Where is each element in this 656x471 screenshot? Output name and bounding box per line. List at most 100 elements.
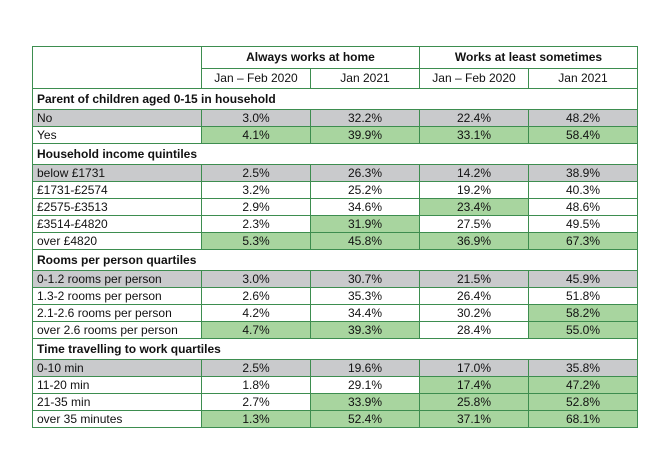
header-group-row: Always works at home Works at least some… xyxy=(32,46,638,89)
value-cell: 34.6% xyxy=(310,198,420,216)
value-cell: 22.4% xyxy=(419,109,529,127)
table-row: 21-35 min 2.7% 33.9% 25.8% 52.8% xyxy=(32,393,638,411)
value-cell: 2.7% xyxy=(201,393,311,411)
row-label: Yes xyxy=(32,126,202,144)
value-cell: 2.6% xyxy=(201,287,311,305)
value-cell: 3.2% xyxy=(201,181,311,199)
value-cell: 33.1% xyxy=(419,126,529,144)
value-cell: 2.9% xyxy=(201,198,311,216)
table-row: over £4820 5.3% 45.8% 36.9% 67.3% xyxy=(32,232,638,250)
value-cell: 45.8% xyxy=(310,232,420,250)
value-cell: 3.0% xyxy=(201,109,311,127)
row-label: 11-20 min xyxy=(32,376,202,394)
row-label: £3514-£4820 xyxy=(32,215,202,233)
value-cell: 26.3% xyxy=(310,164,420,182)
value-cell: 2.3% xyxy=(201,215,311,233)
section-header-row: Time travelling to work quartiles xyxy=(32,338,638,360)
table-row: £3514-£4820 2.3% 31.9% 27.5% 49.5% xyxy=(32,215,638,233)
value-cell: 32.2% xyxy=(310,109,420,127)
section-title: Household income quintiles xyxy=(32,143,638,165)
value-cell: 19.6% xyxy=(310,359,420,377)
header-period: Jan – Feb 2020 xyxy=(419,68,529,89)
value-cell: 39.3% xyxy=(310,321,420,339)
value-cell: 4.2% xyxy=(201,304,311,322)
header-always-home: Always works at home xyxy=(201,46,420,69)
value-cell: 3.0% xyxy=(201,270,311,288)
value-cell: 48.6% xyxy=(528,198,638,216)
table-row: £2575-£3513 2.9% 34.6% 23.4% 48.6% xyxy=(32,198,638,216)
value-cell: 14.2% xyxy=(419,164,529,182)
value-cell: 67.3% xyxy=(528,232,638,250)
value-cell: 4.1% xyxy=(201,126,311,144)
value-cell: 17.0% xyxy=(419,359,529,377)
value-cell: 58.2% xyxy=(528,304,638,322)
table-row: over 2.6 rooms per person 4.7% 39.3% 28.4% 5… xyxy=(32,321,638,339)
value-cell: 1.8% xyxy=(201,376,311,394)
table-row: £1731-£2574 3.2% 25.2% 19.2% 40.3% xyxy=(32,181,638,199)
value-cell: 38.9% xyxy=(528,164,638,182)
value-cell: 40.3% xyxy=(528,181,638,199)
value-cell: 39.9% xyxy=(310,126,420,144)
value-cell: 30.2% xyxy=(419,304,529,322)
value-cell: 52.4% xyxy=(310,410,420,428)
table-row: 2.1-2.6 rooms per person 4.2% 34.4% 30.2% 58… xyxy=(32,304,638,322)
value-cell: 5.3% xyxy=(201,232,311,250)
row-label: 2.1-2.6 rooms per person xyxy=(32,304,202,322)
value-cell: 29.1% xyxy=(310,376,420,394)
row-label: £2575-£3513 xyxy=(32,198,202,216)
row-label: over 2.6 rooms per person xyxy=(32,321,202,339)
header-period: Jan – Feb 2020 xyxy=(201,68,311,89)
section-title: Time travelling to work quartiles xyxy=(32,338,638,360)
value-cell: 36.9% xyxy=(419,232,529,250)
section-header-row: Household income quintiles xyxy=(32,143,638,165)
value-cell: 33.9% xyxy=(310,393,420,411)
table-row: 0-10 min 2.5% 19.6% 17.0% 35.8% xyxy=(32,359,638,377)
section-header-row: Rooms per person quartiles xyxy=(32,249,638,271)
value-cell: 52.8% xyxy=(528,393,638,411)
row-label: below £1731 xyxy=(32,164,202,182)
row-label: £1731-£2574 xyxy=(32,181,202,199)
value-cell: 68.1% xyxy=(528,410,638,428)
value-cell: 27.5% xyxy=(419,215,529,233)
table-row: Yes 4.1% 39.9% 33.1% 58.4% xyxy=(32,126,638,144)
value-cell: 48.2% xyxy=(528,109,638,127)
value-cell: 21.5% xyxy=(419,270,529,288)
header-period: Jan 2021 xyxy=(310,68,420,89)
section-title: Parent of children aged 0-15 in househol… xyxy=(32,88,638,110)
work-from-home-table: Always works at home Works at least some… xyxy=(32,46,638,428)
value-cell: 1.3% xyxy=(201,410,311,428)
row-label: 1.3-2 rooms per person xyxy=(32,287,202,305)
value-cell: 51.8% xyxy=(528,287,638,305)
value-cell: 31.9% xyxy=(310,215,420,233)
header-corner xyxy=(32,46,202,89)
value-cell: 19.2% xyxy=(419,181,529,199)
table-row: over 35 minutes 1.3% 52.4% 37.1% 68.1% xyxy=(32,410,638,428)
row-label: 21-35 min xyxy=(32,393,202,411)
value-cell: 25.2% xyxy=(310,181,420,199)
value-cell: 35.8% xyxy=(528,359,638,377)
table-row: below £1731 2.5% 26.3% 14.2% 38.9% xyxy=(32,164,638,182)
value-cell: 2.5% xyxy=(201,359,311,377)
row-label: 0-10 min xyxy=(32,359,202,377)
value-cell: 47.2% xyxy=(528,376,638,394)
value-cell: 2.5% xyxy=(201,164,311,182)
value-cell: 45.9% xyxy=(528,270,638,288)
table-row: 11-20 min 1.8% 29.1% 17.4% 47.2% xyxy=(32,376,638,394)
value-cell: 37.1% xyxy=(419,410,529,428)
value-cell: 28.4% xyxy=(419,321,529,339)
section-title: Rooms per person quartiles xyxy=(32,249,638,271)
value-cell: 55.0% xyxy=(528,321,638,339)
row-label: 0-1.2 rooms per person xyxy=(32,270,202,288)
value-cell: 25.8% xyxy=(419,393,529,411)
row-label: over 35 minutes xyxy=(32,410,202,428)
table-row: 1.3-2 rooms per person 2.6% 35.3% 26.4% 51.8… xyxy=(32,287,638,305)
value-cell: 34.4% xyxy=(310,304,420,322)
value-cell: 58.4% xyxy=(528,126,638,144)
value-cell: 4.7% xyxy=(201,321,311,339)
table-row: 0-1.2 rooms per person 3.0% 30.7% 21.5% 45.9… xyxy=(32,270,638,288)
value-cell: 23.4% xyxy=(419,198,529,216)
value-cell: 49.5% xyxy=(528,215,638,233)
row-label: No xyxy=(32,109,202,127)
row-label: over £4820 xyxy=(32,232,202,250)
table-row: No 3.0% 32.2% 22.4% 48.2% xyxy=(32,109,638,127)
